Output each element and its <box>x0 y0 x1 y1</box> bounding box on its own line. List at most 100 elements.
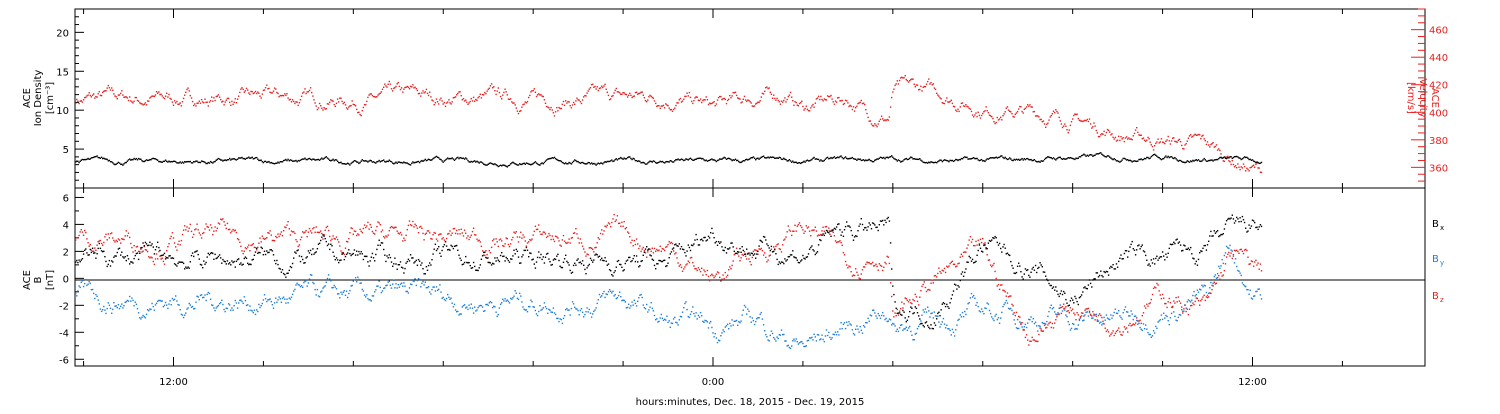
by-point <box>665 319 666 320</box>
by-point <box>1088 315 1089 316</box>
density-point <box>949 160 950 161</box>
velocity-point <box>907 80 908 81</box>
bz-point <box>1198 300 1199 301</box>
velocity-point <box>1064 123 1065 124</box>
velocity-point <box>791 97 792 98</box>
bz-point <box>219 223 220 224</box>
bx-point <box>244 258 245 259</box>
bx-point <box>277 264 278 265</box>
velocity-point <box>1199 134 1200 135</box>
velocity-point <box>710 103 711 104</box>
bx-point <box>402 267 403 268</box>
bx-point <box>263 254 264 255</box>
density-point <box>1060 157 1061 158</box>
bx-point <box>715 242 716 243</box>
velocity-point <box>804 108 805 109</box>
velocity-point <box>1054 112 1055 113</box>
bz-point <box>521 237 522 238</box>
bz-point <box>1062 306 1063 307</box>
by-point <box>773 337 774 338</box>
bx-point <box>740 252 741 253</box>
by-point <box>743 310 744 311</box>
by-point <box>108 302 109 303</box>
density-point <box>1010 158 1011 159</box>
by-point <box>745 306 746 307</box>
density-point <box>100 158 101 159</box>
bz-point <box>655 251 656 252</box>
density-point <box>1005 157 1006 158</box>
bz-point <box>842 245 843 246</box>
velocity-point <box>1170 143 1171 144</box>
bx-point <box>747 253 748 254</box>
density-point <box>1062 159 1063 160</box>
bz-point <box>729 266 730 267</box>
density-point <box>109 160 110 161</box>
bx-point <box>122 256 123 257</box>
density-point <box>326 156 327 157</box>
velocity-point <box>1044 123 1045 124</box>
velocity-point <box>535 92 536 93</box>
bz-point <box>788 225 789 226</box>
velocity-point <box>798 105 799 106</box>
density-point <box>598 163 599 164</box>
bz-point <box>455 233 456 234</box>
bz-point <box>259 238 260 239</box>
bx-point <box>435 244 436 245</box>
velocity-point <box>728 99 729 100</box>
velocity-point <box>790 92 791 93</box>
velocity-point <box>506 91 507 92</box>
bz-point <box>361 231 362 232</box>
bx-point <box>717 245 718 246</box>
bx-point <box>282 269 283 270</box>
by-point <box>1157 321 1158 322</box>
bz-point <box>194 229 195 230</box>
by-point <box>684 303 685 304</box>
by-point <box>109 305 110 306</box>
bz-point <box>298 246 299 247</box>
bz-point <box>326 227 327 228</box>
velocity-point <box>647 99 648 100</box>
density-point <box>626 158 627 159</box>
bx-point <box>395 263 396 264</box>
velocity-point <box>549 109 550 110</box>
density-point <box>82 159 83 160</box>
by-point <box>137 308 138 309</box>
velocity-point <box>1076 114 1077 115</box>
bz-point <box>1227 254 1228 255</box>
bz-point <box>93 251 94 252</box>
by-point <box>728 328 729 329</box>
velocity-point <box>1000 117 1001 118</box>
bz-point <box>956 265 957 266</box>
bx-point <box>646 246 647 247</box>
bx-point <box>164 253 165 254</box>
bz-point <box>1048 323 1049 324</box>
by-point <box>1233 256 1234 257</box>
bx-point <box>724 250 725 251</box>
density-point <box>494 163 495 164</box>
by-point <box>1154 332 1155 333</box>
bx-point <box>446 245 447 246</box>
bx-point <box>511 259 512 260</box>
bz-point <box>765 257 766 258</box>
bz-point <box>1074 314 1075 315</box>
bx-point <box>119 248 120 249</box>
bz-point <box>971 241 972 242</box>
velocity-point <box>489 88 490 89</box>
by-point <box>1036 325 1037 326</box>
velocity-point <box>889 116 890 117</box>
bz-point <box>628 233 629 234</box>
bx-point <box>414 261 415 262</box>
by-point <box>85 279 86 280</box>
bz-point <box>601 229 602 230</box>
density-point <box>175 161 176 162</box>
bz-point <box>200 234 201 235</box>
bz-point <box>409 220 410 221</box>
velocity-point <box>925 86 926 87</box>
bx-point <box>230 264 231 265</box>
velocity-point <box>949 101 950 102</box>
velocity-point <box>455 96 456 97</box>
bz-point <box>893 316 894 317</box>
by-point <box>425 282 426 283</box>
bz-point <box>437 240 438 241</box>
by-point <box>259 307 260 308</box>
